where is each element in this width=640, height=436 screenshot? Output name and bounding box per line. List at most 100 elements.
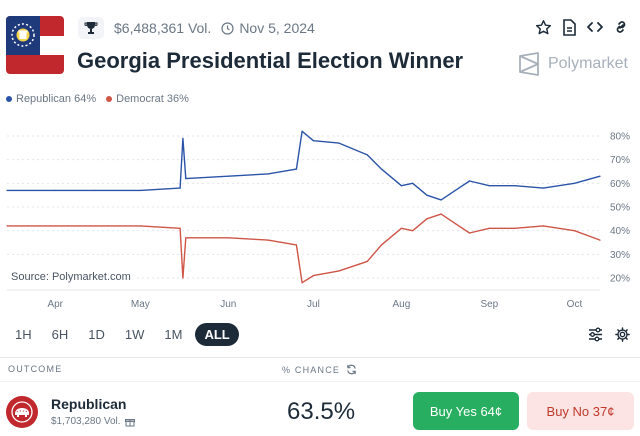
end-date: Nov 5, 2024 xyxy=(221,20,315,36)
data-point-democrat xyxy=(185,237,187,239)
data-point-republican xyxy=(380,168,383,170)
data-point-republican xyxy=(454,189,456,191)
trophy-icon[interactable] xyxy=(78,17,104,39)
market-volume: $6,488,361 Vol. xyxy=(114,20,212,36)
data-point-republican xyxy=(488,185,490,187)
buy-yes-button[interactable]: Buy Yes 64¢ xyxy=(413,392,519,430)
data-point-democrat xyxy=(454,223,456,225)
data-point-republican xyxy=(573,182,576,184)
data-point-republican xyxy=(182,137,184,139)
range-1m-button[interactable]: 1M xyxy=(164,327,183,342)
data-point-republican xyxy=(440,199,442,201)
chart-source: Source: Polymarket.com xyxy=(7,269,135,285)
y-tick-label: 40% xyxy=(610,226,630,237)
range-1d-button[interactable]: 1D xyxy=(88,327,105,342)
data-point-republican xyxy=(312,140,314,142)
y-tick-label: 60% xyxy=(610,179,630,190)
chance-column-header[interactable]: % CHANCE xyxy=(282,364,357,375)
data-point-republican xyxy=(400,185,402,187)
x-tick-label: Jun xyxy=(220,299,236,310)
data-point-republican xyxy=(426,194,428,196)
georgia-flag-image xyxy=(6,16,64,74)
price-history-chart[interactable]: 80% 70% 60% 50% 40% 30% 20% Apr May Jun Jul Aug Sep O… xyxy=(0,118,640,318)
range-1h-button[interactable]: 1H xyxy=(15,327,32,342)
data-point-democrat xyxy=(542,225,544,227)
data-point-democrat xyxy=(312,275,314,277)
buy-no-button[interactable]: Buy No 37¢ xyxy=(527,392,634,430)
link-icon[interactable] xyxy=(612,16,630,38)
legend-democrat: Democrat 36% xyxy=(106,93,189,105)
data-point-democrat xyxy=(6,225,8,227)
page-title: Georgia Presidential Election Winner xyxy=(77,48,464,73)
data-point-democrat xyxy=(227,237,229,239)
data-point-republican xyxy=(6,189,8,191)
data-point-democrat xyxy=(468,232,471,234)
data-point-republican xyxy=(366,154,368,156)
outcome-volume-label: $1,703,280 Vol. xyxy=(51,416,121,427)
y-tick-label: 80% xyxy=(610,132,630,143)
series-line-republican xyxy=(7,130,601,201)
gift-icon xyxy=(124,418,135,426)
chart-tools xyxy=(588,327,630,347)
x-tick-label: Apr xyxy=(47,299,63,310)
data-point-democrat xyxy=(412,230,414,232)
polymarket-logo-icon xyxy=(519,52,539,76)
y-tick-label: 20% xyxy=(610,274,630,285)
data-point-republican xyxy=(94,189,96,191)
data-point-democrat xyxy=(599,239,601,241)
chance-column-label: % CHANCE xyxy=(282,364,341,375)
series-line-democrat xyxy=(7,213,601,284)
outcome-chance: 63.5% xyxy=(287,398,356,425)
data-point-democrat xyxy=(182,277,184,279)
outcome-volume: $1,703,280 Vol. xyxy=(51,416,135,427)
embed-code-icon[interactable] xyxy=(586,16,604,38)
brand-name: Polymarket xyxy=(547,55,628,72)
legend-democrat-label: Democrat 36% xyxy=(116,93,189,105)
y-tick-label: 70% xyxy=(610,155,630,166)
range-1w-button[interactable]: 1W xyxy=(124,327,145,342)
data-point-democrat xyxy=(54,225,56,227)
data-point-democrat xyxy=(301,282,303,284)
data-point-democrat xyxy=(380,244,383,246)
star-icon[interactable] xyxy=(534,16,552,38)
data-point-republican xyxy=(295,168,297,170)
x-tick-label: Aug xyxy=(392,299,410,310)
data-point-democrat xyxy=(440,213,442,215)
range-all-button[interactable]: ALL xyxy=(195,323,239,346)
data-point-republican xyxy=(267,173,269,175)
data-point-republican xyxy=(185,178,187,180)
market-actions xyxy=(534,16,630,38)
x-tick-label: Sep xyxy=(480,299,498,310)
data-point-democrat xyxy=(295,244,297,246)
data-point-republican xyxy=(179,187,181,189)
clock-icon xyxy=(221,21,234,35)
data-point-democrat xyxy=(488,227,490,229)
democrat-dot xyxy=(106,96,113,102)
data-point-republican xyxy=(227,175,229,177)
outcome-column-header: OUTCOME xyxy=(8,364,63,374)
outcome-name[interactable]: Republican xyxy=(51,396,127,412)
data-point-democrat xyxy=(139,225,141,227)
data-point-democrat xyxy=(338,270,340,272)
data-point-democrat xyxy=(400,227,402,229)
y-tick-label: 50% xyxy=(610,203,630,214)
gear-icon[interactable] xyxy=(615,327,630,347)
y-tick-label: 30% xyxy=(610,250,630,261)
polymarket-brand[interactable]: Polymarket xyxy=(518,52,628,76)
legend-republican-label: Republican 64% xyxy=(16,93,97,105)
refresh-icon[interactable] xyxy=(346,364,357,375)
x-tick-label: Oct xyxy=(567,299,583,310)
data-point-republican xyxy=(139,189,141,191)
data-point-democrat xyxy=(94,225,96,227)
market-meta-row: $6,488,361 Vol. Nov 5, 2024 xyxy=(78,16,315,40)
range-6h-button[interactable]: 6H xyxy=(51,327,69,342)
end-date-label: Nov 5, 2024 xyxy=(239,20,315,36)
sliders-icon[interactable] xyxy=(588,327,603,347)
document-icon[interactable] xyxy=(560,16,578,38)
data-point-republican xyxy=(514,185,516,187)
data-point-democrat xyxy=(514,227,516,229)
republican-party-icon xyxy=(6,396,38,428)
divider xyxy=(0,357,640,358)
divider xyxy=(0,381,640,382)
chart-legend: Republican 64% Democrat 36% xyxy=(6,93,189,105)
